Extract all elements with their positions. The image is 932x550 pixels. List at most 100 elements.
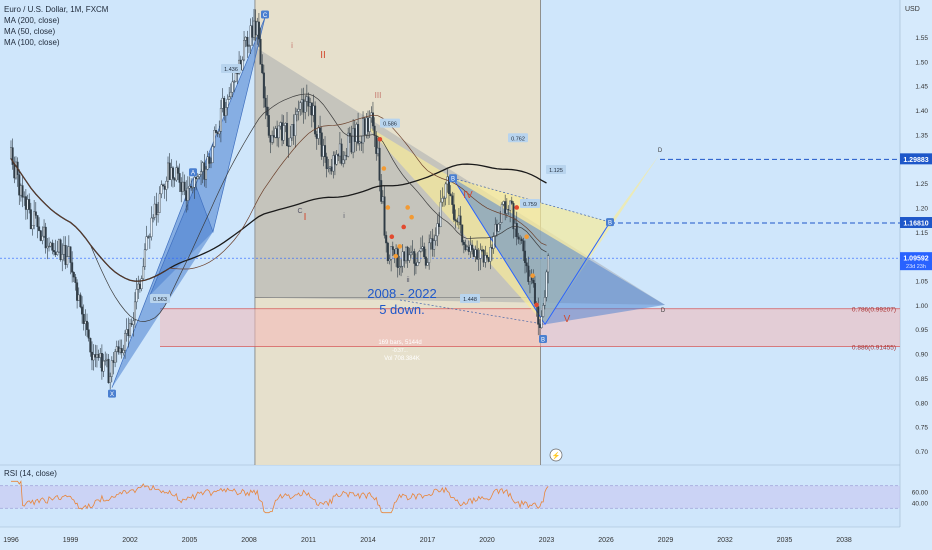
candle-body <box>155 203 158 216</box>
candle-body <box>281 122 284 141</box>
ratio-ab: 1.436 <box>224 67 238 73</box>
candle-body <box>54 251 57 255</box>
point-a-label-bg <box>189 168 197 177</box>
candle-body <box>335 154 338 165</box>
candle-body <box>157 212 160 216</box>
price-tick-1: 1.50 <box>915 59 928 66</box>
candle-body <box>505 209 508 214</box>
candle-body <box>459 215 462 226</box>
wave-iii-label: III <box>375 91 382 100</box>
ma100-legend[interactable]: MA (100, close) <box>4 38 60 47</box>
candle-body <box>328 166 331 169</box>
candle-body <box>247 45 250 47</box>
candle-body <box>56 251 59 255</box>
candle-body <box>110 360 113 377</box>
candle-body <box>398 266 401 268</box>
ma50-legend[interactable]: MA (50, close) <box>4 27 56 36</box>
candle-body <box>117 346 120 353</box>
candle-body <box>487 257 490 262</box>
candle-body <box>305 96 308 102</box>
time-tick-2026: 2026 <box>598 537 614 544</box>
candle-body <box>338 143 341 157</box>
candle-body <box>386 242 389 262</box>
candle-body <box>198 174 201 177</box>
ratio-mid: 0.586 <box>383 122 397 128</box>
candle-body <box>376 147 379 154</box>
candle-body <box>176 167 179 174</box>
candle-body <box>264 97 267 108</box>
candle-body <box>411 251 414 253</box>
candle-body <box>495 224 498 232</box>
signal-dot <box>397 244 403 249</box>
candle-body <box>13 164 16 179</box>
point-b2-label-bg <box>606 218 614 227</box>
candle-body <box>219 108 222 132</box>
candle-body <box>287 145 290 147</box>
candle-body <box>26 199 29 210</box>
candle-body <box>208 156 211 164</box>
time-tick-2038: 2038 <box>836 537 852 544</box>
candle-body <box>271 135 274 143</box>
candle-body <box>385 235 388 244</box>
candle-body <box>295 111 298 115</box>
candle-body <box>466 246 469 250</box>
candle-body <box>127 329 130 337</box>
candle-body <box>368 117 371 132</box>
candle-body <box>320 132 323 157</box>
candle-body <box>276 128 279 139</box>
candle-body <box>218 131 221 135</box>
symbol-title[interactable]: Euro / U.S. Dollar, 1M, FXCM <box>4 5 109 14</box>
candle-body <box>233 81 236 83</box>
candle-body <box>162 184 165 187</box>
price-axis-panel[interactable] <box>900 0 932 550</box>
rsi-legend[interactable]: RSI (14, close) <box>4 469 57 478</box>
signal-dot <box>524 234 529 239</box>
signal-dot <box>401 224 407 230</box>
candle-body <box>41 235 44 241</box>
abcd-leg <box>452 177 611 326</box>
candle-body <box>426 262 429 266</box>
candle-body <box>170 167 173 180</box>
candle-body <box>168 162 171 180</box>
time-tick-2023: 2023 <box>539 537 555 544</box>
candle-body <box>67 246 70 257</box>
signal-dot <box>389 234 395 239</box>
candle-body <box>49 242 52 247</box>
annotation-waves: 5 down. <box>379 302 425 317</box>
currency-label: USD <box>905 6 920 13</box>
candle-body <box>132 320 135 325</box>
candle-body <box>148 236 151 238</box>
candle-body <box>347 132 350 157</box>
yellow-pattern-left <box>364 124 545 325</box>
candle-body <box>122 350 125 354</box>
candle-body <box>375 135 378 154</box>
candle-body <box>267 115 270 136</box>
candle-body <box>44 226 47 249</box>
candle-body <box>143 249 146 267</box>
candle-body <box>243 40 246 61</box>
candle-body <box>145 236 148 250</box>
candle-body <box>299 102 302 110</box>
time-tick-1996: 1996 <box>3 537 19 544</box>
candle-body <box>509 200 512 211</box>
candle-body <box>231 81 234 93</box>
ma200-legend[interactable]: MA (200, close) <box>4 16 60 25</box>
price-tick-2: 1.45 <box>915 84 928 91</box>
candle-body <box>81 306 84 315</box>
candle-body <box>456 220 459 223</box>
time-axis-panel[interactable] <box>0 527 932 550</box>
candle-body <box>479 249 482 259</box>
candle-body <box>209 162 212 164</box>
candle-body <box>33 211 36 226</box>
candle-body <box>211 146 214 163</box>
signal-dot <box>385 205 391 210</box>
candle-body <box>241 59 244 71</box>
point-x-label-bg <box>108 389 116 398</box>
candle-body <box>510 200 513 204</box>
signal-dot <box>377 136 383 142</box>
candle-body <box>528 275 531 282</box>
lightning-icon[interactable] <box>549 448 563 462</box>
candle-body <box>388 259 391 262</box>
